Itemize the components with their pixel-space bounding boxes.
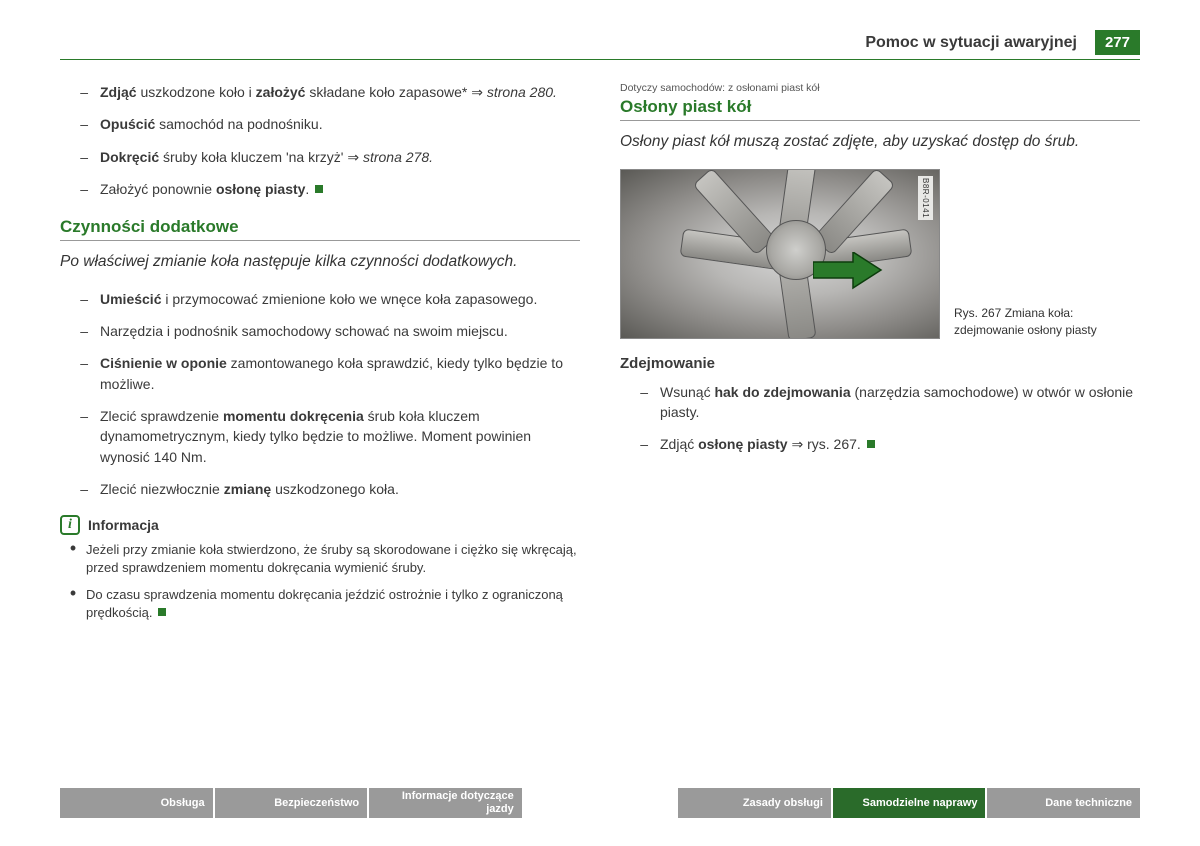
info-heading: i Informacja <box>60 515 580 535</box>
step-item: – Ciśnienie w oponie zamontowanego koła … <box>60 353 580 394</box>
dash-icon: – <box>60 179 100 199</box>
dash-icon: – <box>60 406 100 467</box>
end-marker-icon <box>158 608 166 616</box>
step-item: – Zdjąć uszkodzone koło i założyć składa… <box>60 82 580 102</box>
dash-icon: – <box>620 382 660 423</box>
step-item: – Założyć ponownie osłonę piasty. <box>60 179 580 199</box>
end-marker-icon <box>315 185 323 193</box>
nav-tab-zasady[interactable]: Zasady obsługi <box>678 788 831 818</box>
info-icon: i <box>60 515 80 535</box>
step-item: – Zdjąć osłonę piasty ⇒ rys. 267. <box>620 434 1140 454</box>
dash-icon: – <box>60 147 100 167</box>
applies-to-text: Dotyczy samochodów: z osłonami piast kół <box>620 82 1140 94</box>
step-item: – Dokręcić śruby koła kluczem 'na krzyż'… <box>60 147 580 167</box>
step-item: – Zlecić sprawdzenie momentu dokręcenia … <box>60 406 580 467</box>
dash-icon: – <box>60 353 100 394</box>
wheel-hub-figure: B8R-0141 <box>620 169 940 339</box>
step-item: – Narzędzia i podnośnik samochodowy scho… <box>60 321 580 341</box>
nav-tab-dane[interactable]: Dane techniczne <box>987 788 1140 818</box>
page-number: 277 <box>1095 30 1140 55</box>
step-text: Opuścić samochód na podnośniku. <box>100 114 580 134</box>
info-item: • Do czasu sprawdzenia momentu dokręcani… <box>60 586 580 622</box>
step-text: Narzędzia i podnośnik samochodowy schowa… <box>100 321 580 341</box>
manual-page: Pomoc w sytuacji awaryjnej 277 – Zdjąć u… <box>0 0 1200 630</box>
info-label: Informacja <box>88 517 159 533</box>
section-title: Pomoc w sytuacji awaryjnej <box>865 34 1077 52</box>
arrow-icon <box>813 252 883 298</box>
sub-heading: Zdejmowanie <box>620 355 1140 372</box>
info-text: Do czasu sprawdzenia momentu dokręcania … <box>86 586 580 622</box>
bottom-nav: Obsługa Bezpieczeństwo Informacje dotycz… <box>60 788 1140 818</box>
dash-icon: – <box>620 434 660 454</box>
step-text: Zlecić sprawdzenie momentu dokręcenia śr… <box>100 406 580 467</box>
right-column: Dotyczy samochodów: z osłonami piast kół… <box>620 82 1140 630</box>
step-item: – Zlecić niezwłocznie zmianę uszkodzoneg… <box>60 479 580 499</box>
step-text: Założyć ponownie osłonę piasty. <box>100 179 580 199</box>
step-text: Zlecić niezwłocznie zmianę uszkodzonego … <box>100 479 580 499</box>
dash-icon: – <box>60 289 100 309</box>
nav-tab-samodzielne[interactable]: Samodzielne naprawy <box>833 788 986 818</box>
step-text: Dokręcić śruby koła kluczem 'na krzyż' ⇒… <box>100 147 580 167</box>
figure-row: B8R-0141 Rys. 267 Zmiana koła: zdejmowan… <box>620 169 1140 339</box>
step-item: – Opuścić samochód na podnośniku. <box>60 114 580 134</box>
lead-text: Po właściwej zmianie koła następuje kilk… <box>60 251 580 273</box>
dash-icon: – <box>60 479 100 499</box>
page-header: Pomoc w sytuacji awaryjnej 277 <box>60 30 1140 60</box>
left-column: – Zdjąć uszkodzone koło i założyć składa… <box>60 82 580 630</box>
figure-caption: Rys. 267 Zmiana koła: zdejmowanie osłony… <box>954 305 1140 339</box>
subsection-heading: Osłony piast kół <box>620 97 1140 121</box>
bullet-icon: • <box>60 541 86 577</box>
info-text: Jeżeli przy zmianie koła stwierdzono, że… <box>86 541 580 577</box>
step-item: – Wsunąć hak do zdejmowania (narzędzia s… <box>620 382 1140 423</box>
content-columns: – Zdjąć uszkodzone koło i założyć składa… <box>60 82 1140 630</box>
step-text: Wsunąć hak do zdejmowania (narzędzia sam… <box>660 382 1140 423</box>
step-text: Zdjąć osłonę piasty ⇒ rys. 267. <box>660 434 1140 454</box>
bullet-icon: • <box>60 586 86 622</box>
nav-tab-obsluga[interactable]: Obsługa <box>60 788 213 818</box>
step-text: Ciśnienie w oponie zamontowanego koła sp… <box>100 353 580 394</box>
figure-code: B8R-0141 <box>918 176 933 220</box>
nav-spacer <box>524 788 677 818</box>
nav-tab-informacje[interactable]: Informacje dotyczące jazdy <box>369 788 522 818</box>
end-marker-icon <box>867 440 875 448</box>
step-text: Zdjąć uszkodzone koło i założyć składane… <box>100 82 580 102</box>
dash-icon: – <box>60 114 100 134</box>
step-item: – Umieścić i przymocować zmienione koło … <box>60 289 580 309</box>
subsection-heading: Czynności dodatkowe <box>60 217 580 241</box>
nav-tab-bezpieczenstwo[interactable]: Bezpieczeństwo <box>215 788 368 818</box>
dash-icon: – <box>60 82 100 102</box>
dash-icon: – <box>60 321 100 341</box>
info-item: • Jeżeli przy zmianie koła stwierdzono, … <box>60 541 580 577</box>
step-text: Umieścić i przymocować zmienione koło we… <box>100 289 580 309</box>
lead-text: Osłony piast kół muszą zostać zdjęte, ab… <box>620 131 1140 153</box>
